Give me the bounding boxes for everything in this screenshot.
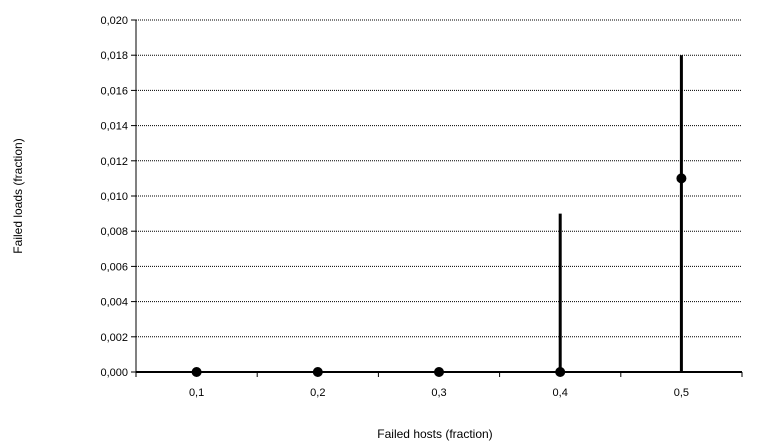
data-points bbox=[191, 173, 687, 377]
axes bbox=[131, 19, 743, 377]
x-tick-label: 0,1 bbox=[189, 387, 204, 399]
y-tick-label: 0,020 bbox=[100, 15, 128, 27]
x-tick-labels: 0,1 0,2 0,3 0,4 0,5 bbox=[189, 387, 689, 399]
y-tick-label: 0,012 bbox=[100, 156, 128, 168]
x-tick-label: 0,4 bbox=[553, 387, 568, 399]
y-tick-label: 0,002 bbox=[100, 332, 128, 344]
data-point bbox=[676, 173, 687, 184]
error-bars bbox=[558, 55, 683, 372]
y-tick-label: 0,006 bbox=[100, 261, 128, 273]
x-tick-label: 0,2 bbox=[310, 387, 325, 399]
y-tick-label: 0,010 bbox=[100, 191, 128, 203]
y-tick-label: 0,000 bbox=[100, 367, 128, 379]
x-tick-label: 0,5 bbox=[674, 387, 689, 399]
x-tick-label: 0,3 bbox=[431, 387, 446, 399]
data-point bbox=[555, 367, 566, 377]
y-tick-label: 0,004 bbox=[100, 297, 128, 309]
y-axis-title: Failed loads (fraction) bbox=[11, 138, 25, 253]
y-tick-label: 0,014 bbox=[100, 121, 128, 133]
x-axis-title: Failed hosts (fraction) bbox=[377, 427, 492, 441]
data-point bbox=[191, 367, 202, 377]
y-tick-label: 0,018 bbox=[100, 50, 128, 62]
y-tick-labels: 0,000 0,002 0,004 0,006 0,008 0,010 0,012 0,014… bbox=[100, 15, 128, 379]
grid-lines bbox=[136, 19, 742, 338]
y-tick-label: 0,008 bbox=[100, 226, 128, 238]
data-point bbox=[312, 367, 323, 377]
y-tick-label: 0,016 bbox=[100, 85, 128, 97]
data-point bbox=[434, 367, 444, 377]
